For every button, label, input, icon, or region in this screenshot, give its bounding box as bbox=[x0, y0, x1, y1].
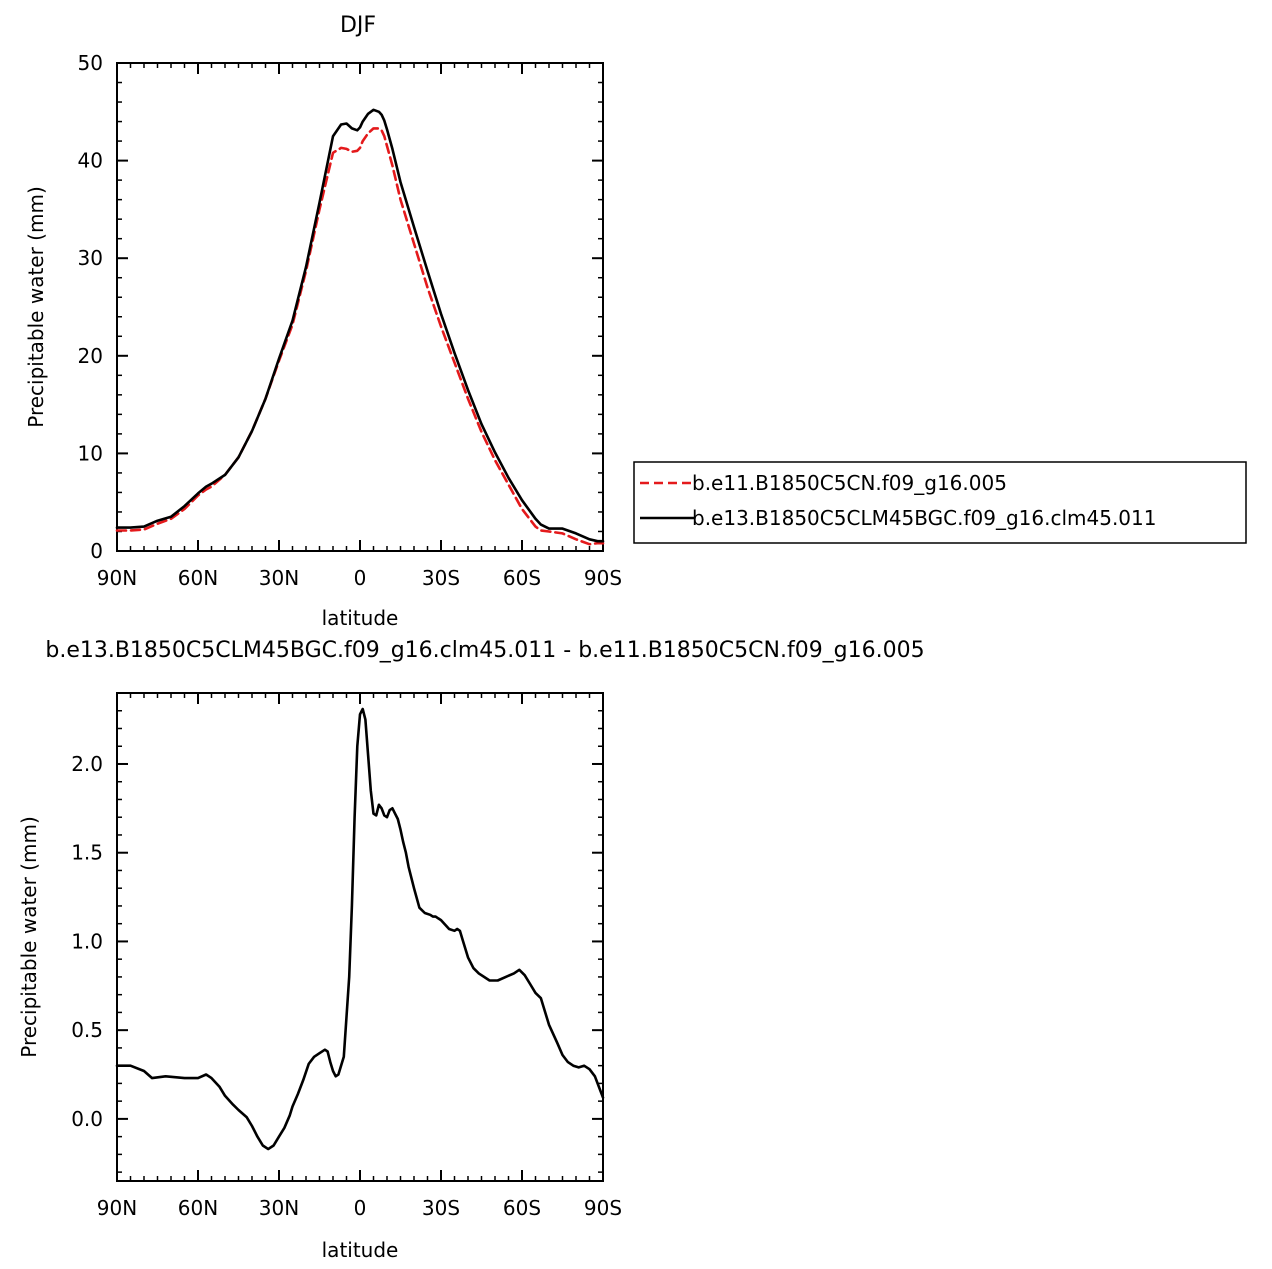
bottom-xlabel: latitude bbox=[322, 1238, 399, 1262]
y-tick-label-1-0: 0.0 bbox=[71, 1107, 103, 1131]
x-tick-label-1-4: 30S bbox=[422, 1196, 460, 1220]
series-line-0-0 bbox=[115, 127, 605, 546]
top-panel: DJF 90N 60N 30N 0 30S 60S 90S 0 10 20 30 40 50 latit… bbox=[24, 13, 622, 630]
y-tick-label-0-1: 10 bbox=[78, 441, 103, 465]
x-tick-label-1-3: 0 bbox=[354, 1196, 367, 1220]
x-tick-label-0-2: 30N bbox=[259, 566, 299, 590]
x-tick-label-0-1: 60N bbox=[178, 566, 218, 590]
y-tick-label-1-4: 2.0 bbox=[71, 752, 103, 776]
legend: b.e11.B1850C5CN.f09_g16.005 b.e13.B1850C… bbox=[633, 461, 1247, 544]
bottom-title: b.e13.B1850C5CLM45BGC.f09_g16.clm45.011 … bbox=[45, 638, 924, 663]
y-tick-label-0-2: 20 bbox=[78, 344, 103, 368]
top-ticks: 90N 60N 30N 0 30S 60S 90S 0 10 20 30 40 50 bbox=[78, 51, 623, 590]
bottom-panel: b.e13.B1850C5CLM45BGC.f09_g16.clm45.011 … bbox=[17, 638, 925, 1262]
top-xlabel: latitude bbox=[322, 606, 399, 630]
x-tick-label-0-6: 90S bbox=[584, 566, 622, 590]
top-ylabel: Precipitable water (mm) bbox=[24, 186, 48, 428]
legend-label-0: b.e11.B1850C5CN.f09_g16.005 bbox=[692, 471, 1007, 495]
bottom-plot-frame bbox=[116, 692, 604, 1182]
y-tick-label-0-4: 40 bbox=[78, 149, 103, 173]
x-tick-label-0-0: 90N bbox=[97, 566, 137, 590]
bottom-ylabel: Precipitable water (mm) bbox=[17, 816, 41, 1058]
x-tick-label-1-1: 60N bbox=[178, 1196, 218, 1220]
bottom-ticks: 90N 60N 30N 0 30S 60S 90S 0.0 0.5 1.0 1.5 2.0 bbox=[71, 692, 622, 1220]
x-tick-label-0-3: 0 bbox=[354, 566, 367, 590]
x-tick-label-1-2: 30N bbox=[259, 1196, 299, 1220]
series-line-1-0 bbox=[115, 707, 605, 1151]
y-tick-label-0-0: 0 bbox=[90, 539, 103, 563]
y-tick-label-1-1: 0.5 bbox=[71, 1018, 103, 1042]
x-tick-label-1-0: 90N bbox=[97, 1196, 137, 1220]
top-title: DJF bbox=[340, 13, 376, 38]
x-tick-label-0-4: 30S bbox=[422, 566, 460, 590]
top-plot-frame bbox=[116, 62, 604, 552]
top-series bbox=[115, 108, 605, 546]
y-tick-label-0-3: 30 bbox=[78, 246, 103, 270]
x-tick-label-1-6: 90S bbox=[584, 1196, 622, 1220]
bottom-series bbox=[115, 707, 605, 1151]
y-tick-label-1-2: 1.0 bbox=[71, 929, 103, 953]
y-tick-label-1-3: 1.5 bbox=[71, 841, 103, 865]
x-tick-label-1-5: 60S bbox=[503, 1196, 541, 1220]
legend-label-1: b.e13.B1850C5CLM45BGC.f09_g16.clm45.011 bbox=[692, 506, 1156, 530]
x-tick-label-0-5: 60S bbox=[503, 566, 541, 590]
y-tick-label-0-5: 50 bbox=[78, 51, 103, 75]
series-line-0-1 bbox=[115, 108, 605, 543]
legend-box bbox=[633, 461, 1247, 544]
